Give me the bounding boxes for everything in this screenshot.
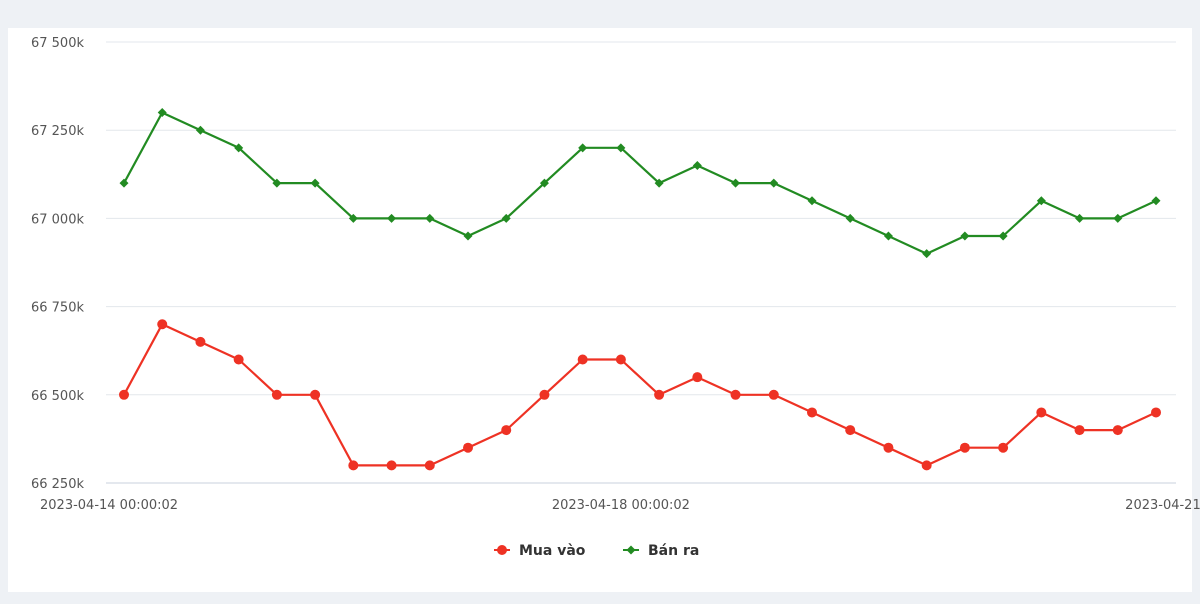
data-point[interactable] bbox=[501, 425, 512, 436]
legend-label: Mua vào bbox=[519, 543, 586, 559]
grid-lines bbox=[106, 41, 1176, 484]
data-point[interactable] bbox=[1036, 196, 1046, 206]
data-point[interactable] bbox=[119, 178, 129, 188]
data-point[interactable] bbox=[119, 389, 129, 400]
data-point[interactable] bbox=[1074, 425, 1085, 436]
series-line bbox=[123, 323, 1157, 467]
data-point[interactable] bbox=[348, 213, 358, 223]
y-tick-label: 67 000k bbox=[31, 212, 84, 227]
data-point[interactable] bbox=[234, 143, 244, 153]
data-point[interactable] bbox=[271, 389, 282, 400]
x-tick-label: 2023-04-14 00:00:02 bbox=[40, 498, 178, 513]
data-point[interactable] bbox=[539, 389, 550, 400]
data-point[interactable] bbox=[577, 354, 588, 365]
data-point[interactable] bbox=[1075, 213, 1085, 223]
data-point[interactable] bbox=[845, 213, 855, 223]
data-point[interactable] bbox=[921, 460, 932, 471]
data-point[interactable] bbox=[1036, 407, 1047, 418]
data-point[interactable] bbox=[348, 460, 359, 471]
data-point[interactable] bbox=[768, 389, 779, 400]
y-tick-label: 67 250k bbox=[31, 124, 84, 139]
legend-marker bbox=[497, 545, 507, 555]
data-point[interactable] bbox=[807, 196, 817, 206]
data-point[interactable] bbox=[1151, 407, 1161, 418]
data-point[interactable] bbox=[731, 178, 741, 188]
data-point[interactable] bbox=[539, 178, 549, 188]
data-point[interactable] bbox=[425, 213, 435, 223]
data-point[interactable] bbox=[1151, 196, 1161, 206]
data-point[interactable] bbox=[501, 213, 511, 223]
data-point[interactable] bbox=[769, 178, 779, 188]
data-point[interactable] bbox=[807, 407, 817, 418]
series-layer bbox=[119, 108, 1161, 471]
data-point[interactable] bbox=[195, 125, 205, 135]
data-point[interactable] bbox=[157, 319, 168, 330]
data-point[interactable] bbox=[998, 442, 1009, 453]
data-point[interactable] bbox=[730, 389, 741, 400]
data-point[interactable] bbox=[998, 231, 1008, 241]
data-point[interactable] bbox=[463, 442, 473, 453]
data-point[interactable] bbox=[692, 160, 702, 170]
data-point[interactable] bbox=[654, 178, 664, 188]
data-point[interactable] bbox=[387, 213, 397, 223]
series-line bbox=[123, 111, 1157, 255]
data-point[interactable] bbox=[310, 389, 321, 400]
data-point[interactable] bbox=[272, 178, 282, 188]
data-point[interactable] bbox=[845, 425, 856, 436]
data-point[interactable] bbox=[692, 372, 703, 383]
data-point[interactable] bbox=[1113, 213, 1123, 223]
legend-label: Bán ra bbox=[648, 543, 699, 559]
data-point[interactable] bbox=[883, 231, 893, 241]
data-point[interactable] bbox=[615, 354, 626, 365]
y-axis-tick-labels: 66 250k 66 500k 66 750k 67 000k 67 250k 67 50… bbox=[31, 36, 84, 492]
chart-card bbox=[8, 28, 1192, 592]
data-point[interactable] bbox=[960, 231, 970, 241]
data-point[interactable] bbox=[616, 143, 626, 153]
data-point[interactable] bbox=[883, 442, 894, 453]
series-ban-ra bbox=[119, 108, 1161, 259]
data-point[interactable] bbox=[922, 249, 932, 259]
data-point[interactable] bbox=[654, 389, 665, 400]
x-tick-label: 2023-04-21 08:28:02 bbox=[1125, 498, 1200, 513]
y-tick-label: 66 500k bbox=[31, 389, 84, 404]
y-tick-label: 66 750k bbox=[31, 301, 84, 316]
data-point[interactable] bbox=[233, 354, 244, 365]
series-mua-vao bbox=[119, 319, 1161, 471]
data-point[interactable] bbox=[157, 108, 167, 118]
legend-marker bbox=[626, 545, 636, 555]
data-point[interactable] bbox=[578, 143, 588, 153]
x-tick-label: 2023-04-18 00:00:02 bbox=[552, 498, 690, 513]
data-point[interactable] bbox=[195, 336, 206, 347]
legend-item-ban-ra[interactable]: Bán ra bbox=[623, 543, 699, 559]
legend[interactable]: Mua vào Bán ra bbox=[494, 543, 699, 559]
x-axis: 2023-04-14 00:00:02 2023-04-18 00:00:02 20… bbox=[40, 498, 1200, 513]
y-tick-label: 66 250k bbox=[31, 477, 84, 492]
data-point[interactable] bbox=[1112, 425, 1123, 436]
data-point[interactable] bbox=[386, 460, 397, 471]
legend-item-mua-vao[interactable]: Mua vào bbox=[494, 543, 586, 559]
data-point[interactable] bbox=[959, 442, 970, 453]
data-point[interactable] bbox=[463, 231, 473, 241]
data-point[interactable] bbox=[424, 460, 435, 471]
data-point[interactable] bbox=[310, 178, 320, 188]
y-tick-label: 67 500k bbox=[31, 36, 84, 51]
